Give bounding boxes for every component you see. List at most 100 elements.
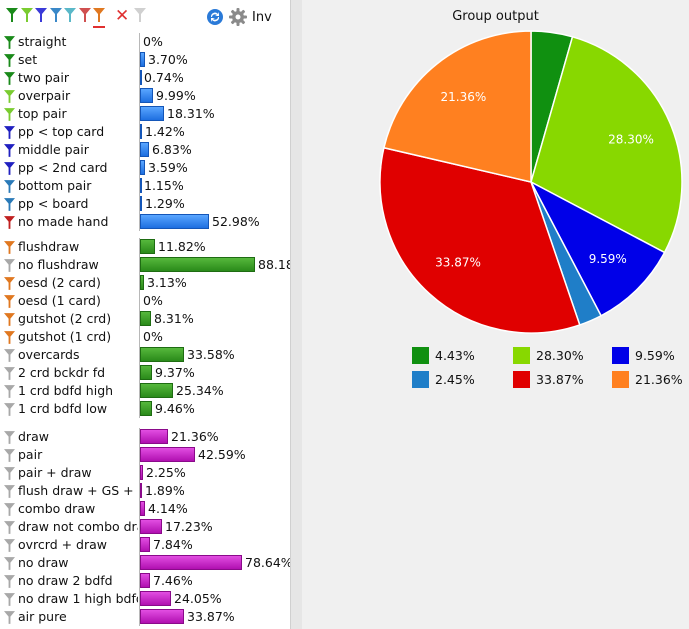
- hand-category-row[interactable]: pp < board 1.29%: [0, 195, 290, 213]
- category-label: combo draw: [18, 501, 96, 516]
- filter-icon[interactable]: [4, 449, 15, 465]
- percentage-bar: [140, 465, 143, 480]
- hand-category-row[interactable]: straight 0%: [0, 33, 290, 51]
- bar-baseline: [139, 464, 140, 482]
- filter-all-icon[interactable]: [134, 8, 146, 25]
- legend-swatch: [513, 371, 530, 388]
- hand-category-row[interactable]: overpair 9.99%: [0, 87, 290, 105]
- percentage-bar: [140, 124, 142, 139]
- filter-5-icon[interactable]: [64, 8, 76, 25]
- hand-category-row[interactable]: set 3.70%: [0, 51, 290, 69]
- hand-category-row[interactable]: 2 crd bckdr fd 9.37%: [0, 364, 290, 382]
- percentage-value: 42.59%: [198, 447, 246, 462]
- filter-icon[interactable]: [4, 144, 15, 160]
- filter-icon[interactable]: [4, 72, 15, 88]
- filter-icon[interactable]: [4, 611, 15, 627]
- hand-category-row[interactable]: combo draw 4.14%: [0, 500, 290, 518]
- bar-baseline: [139, 364, 140, 382]
- hand-category-row[interactable]: air pure 33.87%: [0, 608, 290, 626]
- bar-baseline: [139, 274, 140, 292]
- filter-icon[interactable]: [4, 313, 15, 329]
- hand-category-row[interactable]: pp < top card 1.42%: [0, 123, 290, 141]
- hand-category-row[interactable]: overcards 33.58%: [0, 346, 290, 364]
- filter-icon[interactable]: [4, 521, 15, 537]
- hand-category-row[interactable]: middle pair 6.83%: [0, 141, 290, 159]
- percentage-bar: [140, 311, 151, 326]
- hand-category-row[interactable]: draw not combo dra 17.23%: [0, 518, 290, 536]
- filter-icon[interactable]: [4, 539, 15, 555]
- filter-icon[interactable]: [4, 295, 15, 311]
- hand-category-row[interactable]: bottom pair 1.15%: [0, 177, 290, 195]
- hand-category-row[interactable]: gutshot (2 crd) 8.31%: [0, 310, 290, 328]
- hand-category-row[interactable]: 1 crd bdfd high 25.34%: [0, 382, 290, 400]
- filter-icon[interactable]: [4, 259, 15, 275]
- filter-icon[interactable]: [4, 108, 15, 124]
- hand-category-row[interactable]: draw 21.36%: [0, 428, 290, 446]
- filter-panel: ✕ Inv straight 0% s: [0, 0, 306, 629]
- hand-category-row[interactable]: oesd (1 card) 0%: [0, 292, 290, 310]
- hand-category-row[interactable]: pair 42.59%: [0, 446, 290, 464]
- category-label: oesd (1 card): [18, 293, 101, 308]
- filter-icon[interactable]: [4, 557, 15, 573]
- filter-6-icon[interactable]: [78, 8, 91, 25]
- hand-category-row[interactable]: no draw 1 high bdfd 24.05%: [0, 590, 290, 608]
- filter-icon[interactable]: [4, 403, 15, 419]
- hand-category-row[interactable]: pair + draw 2.25%: [0, 464, 290, 482]
- filter-icon[interactable]: [4, 216, 15, 232]
- category-label: flushdraw: [18, 239, 80, 254]
- filter-icon[interactable]: [4, 277, 15, 293]
- bar-baseline: [139, 590, 140, 608]
- hand-category-row[interactable]: pp < 2nd card 3.59%: [0, 159, 290, 177]
- gear-icon[interactable]: [229, 8, 247, 29]
- filter-icon[interactable]: [4, 349, 15, 365]
- clear-filters-icon[interactable]: ✕: [115, 6, 130, 26]
- hand-category-row[interactable]: no made hand 52.98%: [0, 213, 290, 231]
- hand-category-row[interactable]: 1 crd bdfd low 9.46%: [0, 400, 290, 418]
- filter-icon[interactable]: [4, 503, 15, 519]
- filter-1-icon[interactable]: [6, 8, 18, 25]
- filter-icon[interactable]: [4, 126, 15, 142]
- filter-icon[interactable]: [4, 162, 15, 178]
- hand-category-row[interactable]: no draw 78.64%: [0, 554, 293, 573]
- filter-4-icon[interactable]: [49, 8, 62, 25]
- hand-category-row[interactable]: flush draw + GS + 1.89%: [0, 482, 290, 500]
- filter-7-icon[interactable]: [93, 8, 105, 28]
- filter-icon[interactable]: [4, 593, 15, 609]
- inv-toggle[interactable]: Inv: [252, 10, 272, 25]
- filter-icon[interactable]: [4, 36, 15, 52]
- hand-category-row[interactable]: no flushdraw 88.18%: [0, 256, 306, 275]
- hand-category-row[interactable]: gutshot (1 crd) 0%: [0, 328, 290, 346]
- filter-icon[interactable]: [4, 575, 15, 591]
- pie-slice[interactable]: [530, 35, 683, 254]
- filter-icon[interactable]: [4, 180, 15, 196]
- hand-category-row[interactable]: ovrcrd + draw 7.84%: [0, 536, 290, 554]
- filter-icon[interactable]: [4, 331, 15, 347]
- legend-swatch: [612, 347, 629, 364]
- filter-icon[interactable]: [4, 467, 15, 483]
- hand-category-row[interactable]: oesd (2 card) 3.13%: [0, 274, 290, 292]
- bar-baseline: [139, 195, 140, 213]
- hand-category-row[interactable]: two pair 0.74%: [0, 69, 290, 87]
- filter-icon[interactable]: [4, 385, 15, 401]
- pie-slice[interactable]: [383, 30, 532, 183]
- pie-slice[interactable]: [529, 180, 666, 317]
- hand-category-row[interactable]: flushdraw 11.82%: [0, 238, 290, 256]
- filter-icon[interactable]: [4, 367, 15, 383]
- percentage-value: 7.46%: [153, 573, 193, 588]
- category-label: draw: [18, 429, 49, 444]
- filter-icon[interactable]: [4, 198, 15, 214]
- filter-icon[interactable]: [4, 54, 15, 70]
- filter-icon[interactable]: [4, 90, 15, 106]
- pie-slice[interactable]: [379, 146, 581, 334]
- hand-category-row[interactable]: top pair 18.31%: [0, 105, 290, 123]
- refresh-icon[interactable]: [206, 8, 224, 29]
- category-label: pp < board: [18, 196, 89, 211]
- filter-3-icon[interactable]: [35, 8, 47, 25]
- filter-icon[interactable]: [4, 431, 15, 447]
- filter-2-icon[interactable]: [20, 8, 33, 25]
- panel-splitter[interactable]: [290, 0, 302, 629]
- percentage-bar: [140, 257, 255, 272]
- hand-category-row[interactable]: no draw 2 bdfd 7.46%: [0, 572, 290, 590]
- filter-icon[interactable]: [4, 485, 15, 501]
- filter-icon[interactable]: [4, 241, 15, 257]
